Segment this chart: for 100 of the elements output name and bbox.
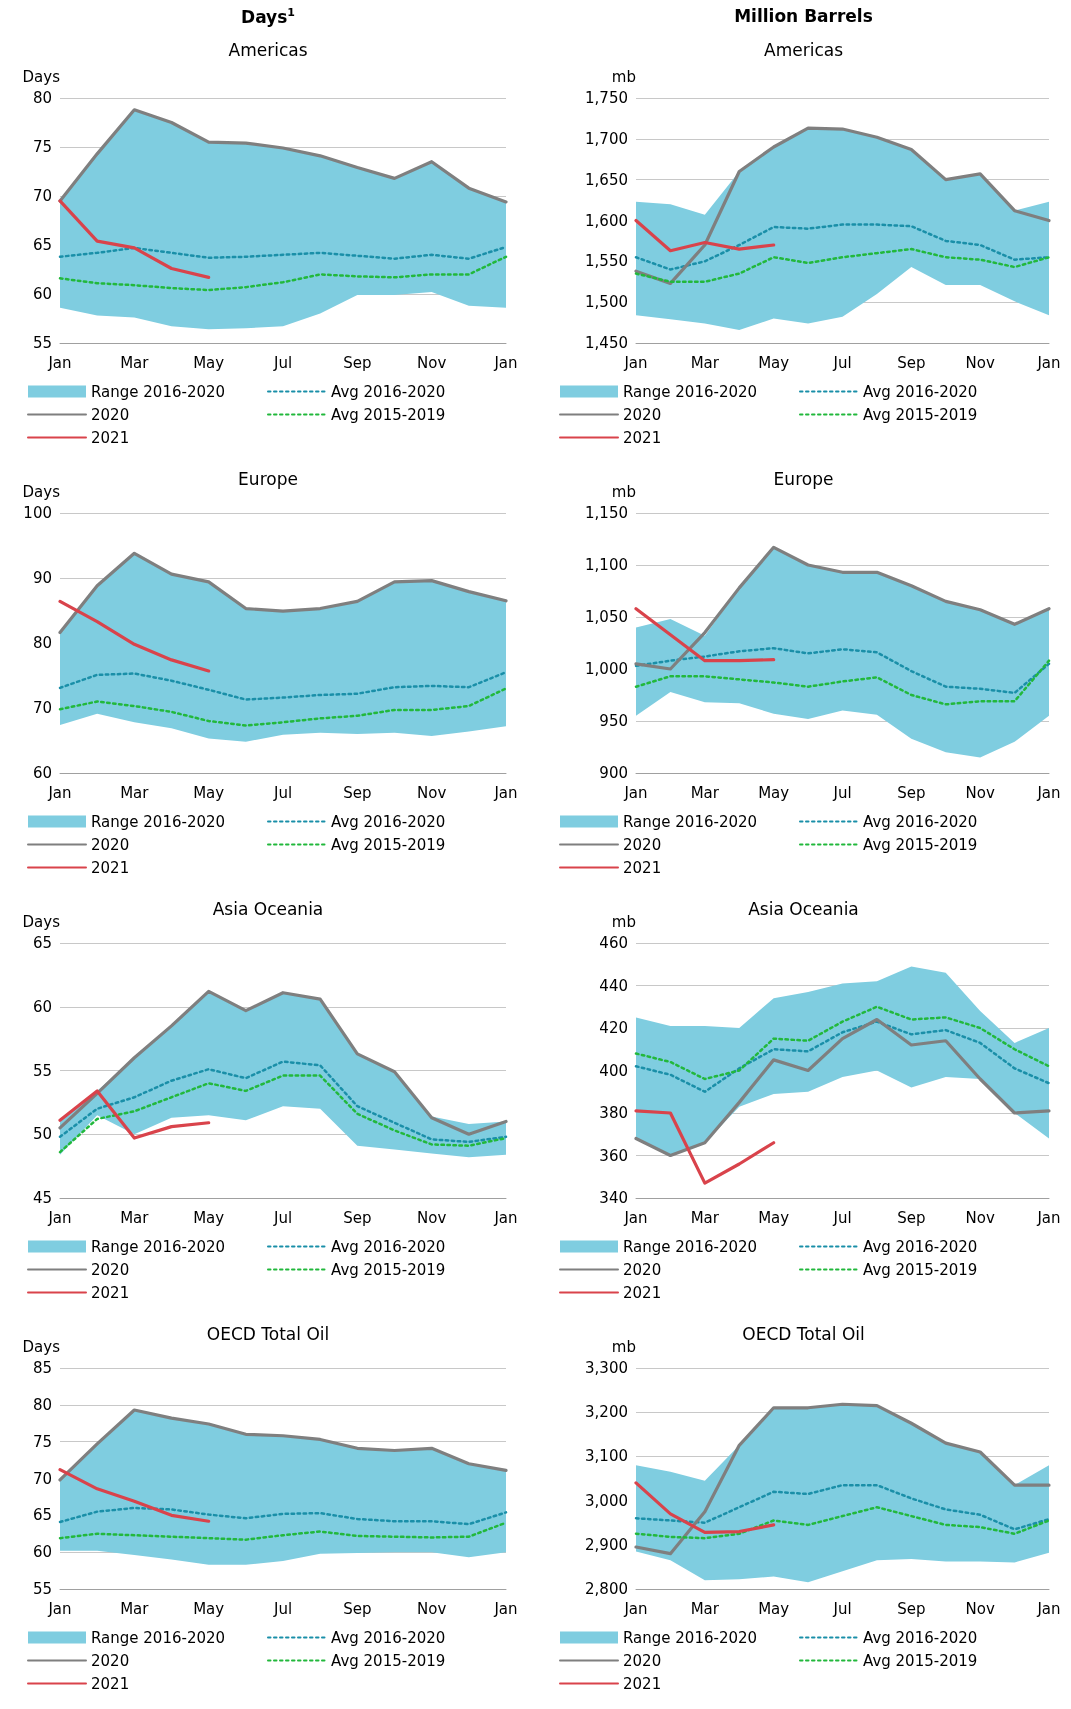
x-tick-label: Jan xyxy=(623,1208,648,1227)
line-series xyxy=(634,545,1051,671)
legend-label: 2020 xyxy=(623,835,662,854)
x-tick-label: Mar xyxy=(120,353,150,372)
line-series xyxy=(634,1109,776,1185)
line-series xyxy=(634,1005,1051,1081)
x-tick-label: May xyxy=(758,1208,790,1227)
legend-label: 2021 xyxy=(91,858,130,877)
x-tick-label: Mar xyxy=(690,353,720,372)
x-tick-label: Jul xyxy=(272,1599,293,1618)
legend-label: 2021 xyxy=(91,1283,130,1302)
x-tick-label: Nov xyxy=(965,783,995,802)
legend-label: Avg 2016-2020 xyxy=(331,382,446,401)
legend-label: 2020 xyxy=(623,1260,662,1279)
y-axis-title: Days xyxy=(22,1337,61,1356)
x-tick-label: Jan xyxy=(1036,1208,1061,1227)
x-tick-label: May xyxy=(193,353,225,372)
x-tick-label: Sep xyxy=(897,1208,926,1227)
y-tick-label: 1,600 xyxy=(585,211,628,230)
chart-subtitle: Americas xyxy=(764,39,844,60)
x-tick-label: Jan xyxy=(47,353,72,372)
legend-label: Range 2016-2020 xyxy=(91,1628,226,1647)
y-tick-label: 80 xyxy=(32,89,52,107)
y-tick-label: 3,300 xyxy=(585,1359,628,1377)
legend-label: Range 2016-2020 xyxy=(623,1237,758,1256)
line-series xyxy=(58,1089,211,1140)
x-tick-label: Jan xyxy=(493,353,518,372)
y-tick-label: 360 xyxy=(599,1146,628,1165)
chart-subtitle: Americas xyxy=(228,39,308,60)
line-series xyxy=(634,1505,1051,1540)
x-tick-label: Jan xyxy=(47,1208,72,1227)
x-tick-label: Sep xyxy=(343,1208,372,1227)
legend-label: Range 2016-2020 xyxy=(623,812,758,831)
x-tick-label: Nov xyxy=(417,353,447,372)
x-tick-label: Jul xyxy=(272,353,293,372)
y-tick-label: 45 xyxy=(32,1189,52,1207)
legend-label: Range 2016-2020 xyxy=(623,382,758,401)
y-tick-label: 1,450 xyxy=(585,334,628,352)
y-tick-label: 1,150 xyxy=(585,504,628,522)
x-tick-label: Nov xyxy=(965,353,995,372)
y-tick-label: 75 xyxy=(32,1432,52,1451)
x-tick-label: Mar xyxy=(690,1208,720,1227)
y-tick-label: 80 xyxy=(32,634,52,652)
x-tick-label: Nov xyxy=(965,1599,995,1618)
line-series xyxy=(58,551,508,635)
y-tick-label: 400 xyxy=(599,1061,628,1080)
legend-label: 2020 xyxy=(623,1651,662,1670)
x-tick-label: Jan xyxy=(493,1599,518,1618)
legend-label: Avg 2016-2020 xyxy=(863,382,978,401)
x-tick-label: Jan xyxy=(1036,353,1061,372)
x-tick-label: Jan xyxy=(47,783,72,802)
legend-label: 2020 xyxy=(91,835,130,854)
chart-title: Asia Oceania xyxy=(748,898,859,919)
legend-label: Avg 2015-2019 xyxy=(331,1260,446,1279)
y-axis-title: mb xyxy=(611,482,636,501)
line-series xyxy=(58,687,508,727)
y-tick-label: 100 xyxy=(23,504,52,522)
y-tick-label: 65 xyxy=(32,934,52,952)
x-tick-label: Jan xyxy=(623,353,648,372)
line-series xyxy=(58,599,211,673)
chart-title: Europe xyxy=(773,468,834,489)
x-tick-label: Jan xyxy=(623,783,648,802)
y-tick-label: 55 xyxy=(32,1061,52,1080)
x-tick-label: Jul xyxy=(832,1208,852,1227)
legend-label: Avg 2015-2019 xyxy=(863,1651,978,1670)
y-axis-title: Days xyxy=(22,912,61,931)
legend-label: Avg 2015-2019 xyxy=(331,405,446,424)
y-tick-label: 1,100 xyxy=(585,556,628,574)
y-tick-label: 65 xyxy=(32,236,52,254)
line-series xyxy=(58,671,508,701)
line-series xyxy=(634,247,1051,283)
legend-label: Avg 2015-2019 xyxy=(863,1260,978,1279)
y-tick-label: 950 xyxy=(599,712,628,730)
legend-label: 2020 xyxy=(91,1260,130,1279)
legend-label: Avg 2016-2020 xyxy=(331,1628,446,1647)
y-tick-label: 60 xyxy=(32,285,52,303)
y-axis-title: mb xyxy=(611,912,636,931)
x-tick-label: Jul xyxy=(832,1599,852,1618)
line-series xyxy=(58,108,508,204)
y-tick-label: 3,000 xyxy=(585,1491,628,1510)
legend-label: Avg 2015-2019 xyxy=(863,405,978,424)
y-tick-label: 1,750 xyxy=(585,89,628,107)
y-tick-label: 85 xyxy=(32,1359,52,1377)
x-tick-label: Mar xyxy=(120,1599,150,1618)
line-series xyxy=(58,1506,508,1526)
y-tick-label: 2,800 xyxy=(585,1580,628,1598)
y-tick-label: 380 xyxy=(599,1104,628,1122)
x-tick-label: Nov xyxy=(417,1208,447,1227)
x-tick-label: Jan xyxy=(1036,783,1061,802)
line-series xyxy=(58,255,508,292)
y-tick-label: 1,500 xyxy=(585,293,628,312)
chart-title: OECD Total Oil xyxy=(206,1323,330,1344)
x-tick-label: Nov xyxy=(417,783,447,802)
line-series xyxy=(634,646,1051,695)
legend-label: Range 2016-2020 xyxy=(91,382,226,401)
y-tick-label: 60 xyxy=(32,1543,52,1562)
legend-label: Avg 2016-2020 xyxy=(331,1237,446,1256)
x-tick-label: Sep xyxy=(897,1599,926,1618)
line-series xyxy=(634,1483,1051,1531)
x-tick-label: Jul xyxy=(272,783,293,802)
